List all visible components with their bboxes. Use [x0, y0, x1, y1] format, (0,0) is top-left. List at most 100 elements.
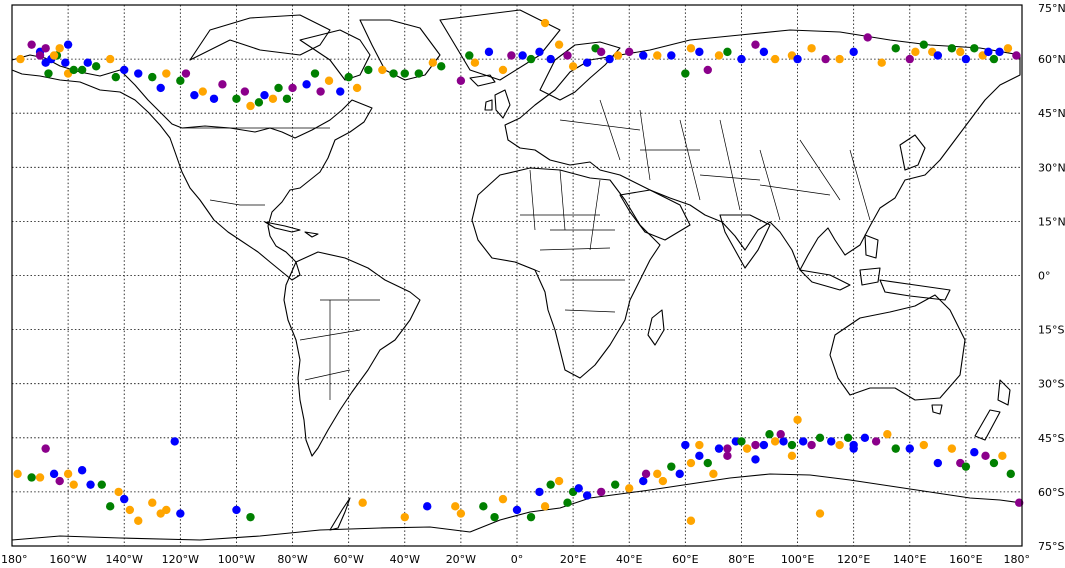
observation-point — [246, 101, 255, 111]
observation-point — [843, 433, 853, 442]
observation-point — [776, 429, 785, 439]
observation-point — [667, 462, 676, 471]
observation-point — [49, 51, 59, 60]
observation-point — [27, 40, 36, 49]
observation-point — [714, 444, 724, 453]
observation-point — [911, 47, 920, 57]
longitude-label: 40°E — [616, 553, 642, 566]
observation-point — [686, 44, 696, 53]
map-frame — [11, 4, 1023, 547]
observation-point — [883, 429, 892, 439]
observation-point — [998, 451, 1007, 461]
observation-point — [35, 473, 45, 482]
observation-point — [742, 444, 752, 453]
observation-point — [807, 44, 816, 53]
observation-point — [125, 505, 135, 515]
observation-point — [451, 502, 460, 511]
observation-point — [714, 51, 724, 60]
observation-point — [498, 65, 508, 75]
longitude-label: 180° — [1004, 553, 1031, 566]
observation-point — [871, 437, 881, 446]
observation-point — [667, 51, 676, 60]
observation-point — [97, 480, 106, 489]
observation-point — [535, 487, 544, 497]
observation-point — [190, 90, 199, 100]
observation-point — [787, 440, 797, 450]
observation-point — [156, 83, 165, 93]
observation-point — [470, 58, 480, 67]
observation-point — [933, 51, 943, 60]
observation-point — [49, 469, 59, 479]
longitude-label: 100°E — [781, 553, 814, 566]
observation-point — [863, 33, 872, 42]
longitude-label: 80°W — [277, 553, 307, 566]
latitude-label: 15°S — [1038, 324, 1064, 337]
longitude-tick-labels: 180° 160°W 140°W 120°W 100°W 80°W 60°W 40°W 20°W… — [1, 553, 1030, 566]
observation-point — [526, 54, 536, 64]
observation-point — [981, 451, 990, 461]
observation-point — [400, 69, 409, 78]
observation-point — [639, 476, 648, 486]
observation-point — [554, 40, 564, 49]
observation-point — [162, 69, 171, 78]
observation-point — [849, 47, 858, 57]
observation-point — [428, 58, 438, 67]
observation-point — [546, 54, 555, 64]
longitude-label: 20°E — [560, 553, 586, 566]
observation-point — [302, 80, 311, 89]
observation-point — [162, 505, 171, 515]
observation-point — [779, 437, 788, 446]
observation-point — [695, 440, 704, 450]
latitude-label: 60°N — [1038, 53, 1065, 66]
observation-point — [105, 54, 115, 64]
observation-point — [695, 47, 704, 57]
observation-point — [288, 83, 297, 93]
observation-point — [77, 65, 87, 75]
latitude-label: 45°N — [1038, 107, 1065, 120]
observation-point — [554, 476, 564, 486]
observation-point — [512, 505, 522, 515]
observation-point — [956, 47, 965, 57]
observation-point — [703, 65, 712, 75]
observation-point — [479, 502, 488, 511]
observation-point — [770, 54, 780, 64]
observation-point — [751, 40, 760, 49]
observation-point — [989, 458, 999, 468]
observation-point — [148, 72, 157, 82]
observation-point — [316, 87, 325, 96]
observation-point — [961, 462, 971, 471]
observation-point — [563, 51, 572, 60]
observation-point — [484, 47, 494, 57]
observation-point — [970, 448, 979, 457]
observation-point — [344, 72, 353, 82]
observation-point — [148, 498, 157, 507]
observation-point — [759, 440, 769, 450]
observation-point — [815, 509, 825, 518]
observation-point — [232, 505, 241, 515]
observation-point — [891, 44, 900, 53]
observation-point — [995, 47, 1004, 57]
observation-point — [518, 51, 527, 60]
observation-point — [414, 69, 424, 78]
observation-point — [400, 512, 409, 522]
observation-point — [91, 62, 101, 71]
observation-point — [860, 433, 870, 442]
longitude-label: 40°W — [390, 553, 420, 566]
observation-point — [55, 476, 64, 486]
observation-point — [905, 444, 914, 453]
observation-point — [596, 487, 606, 497]
observation-point — [324, 76, 334, 85]
observation-point — [526, 512, 536, 522]
observation-point — [246, 512, 255, 522]
observation-point — [378, 65, 387, 75]
coastlines — [11, 9, 1023, 541]
observation-point — [793, 54, 802, 64]
latitude-label: 15°N — [1038, 215, 1065, 228]
observation-point — [574, 484, 583, 493]
observation-point — [120, 494, 129, 504]
observation-point — [176, 509, 185, 518]
observation-point — [282, 94, 292, 103]
observation-point — [709, 469, 718, 479]
observation-point — [970, 44, 979, 53]
